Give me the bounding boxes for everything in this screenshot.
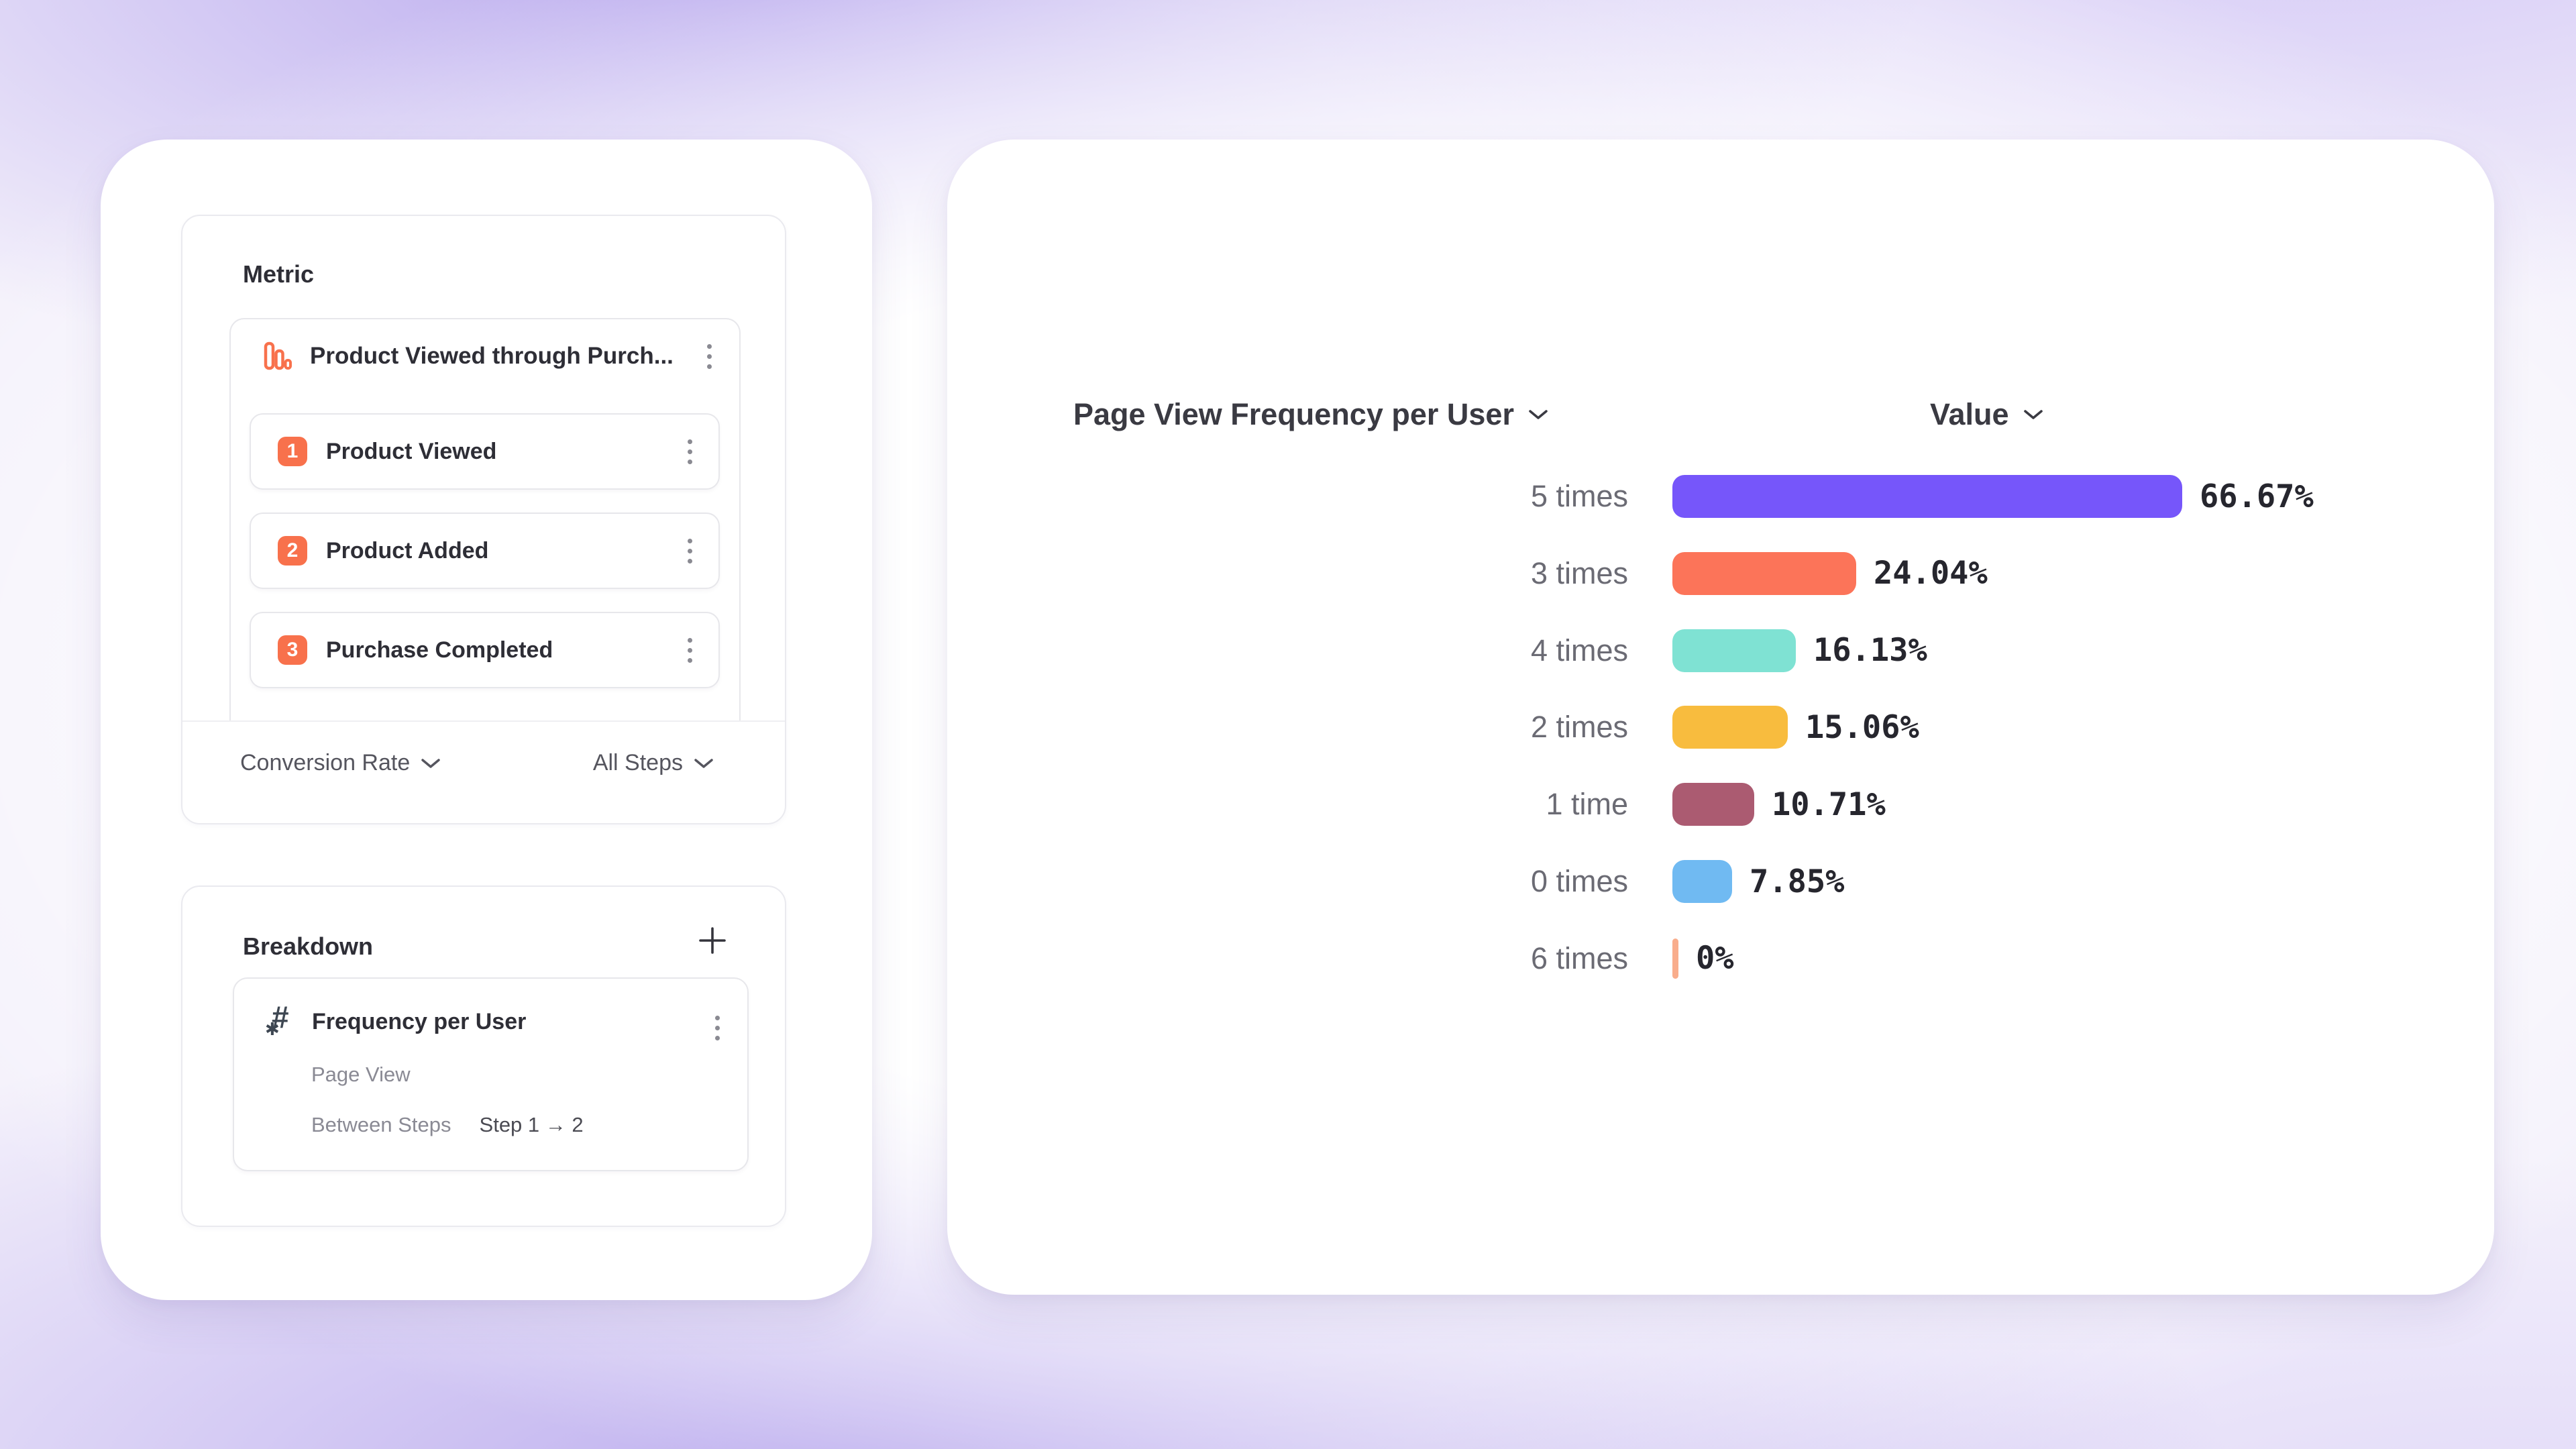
bar-value-label: 15.06% xyxy=(1805,708,1919,746)
bar[interactable] xyxy=(1672,860,1732,903)
step-label: Product Viewed xyxy=(326,438,497,464)
step-number-badge: 2 xyxy=(278,536,307,566)
bar-category-label: 3 times xyxy=(1530,555,1628,590)
bar-category-label: 4 times xyxy=(1530,633,1628,667)
kebab-menu-icon[interactable] xyxy=(688,638,693,663)
breakdown-item-title: Frequency per User xyxy=(312,1008,527,1034)
bar-value-label: 16.13% xyxy=(1813,632,1927,669)
bar[interactable] xyxy=(1672,706,1788,749)
bar[interactable] xyxy=(1672,783,1754,826)
breakdown-panel-title: Breakdown xyxy=(243,932,374,960)
bar-chart-row: 0 times 7.85% xyxy=(1006,860,1844,903)
funnel-step-row[interactable]: 1 Product Viewed xyxy=(250,413,720,490)
bar-category-label: 6 times xyxy=(1530,941,1628,975)
between-steps-value[interactable]: Step 1 → 2 xyxy=(479,1113,584,1136)
breakdown-item-header: # ✱ Frequency per User xyxy=(265,1000,527,1040)
chevron-down-icon xyxy=(421,758,440,768)
chevron-down-icon xyxy=(2023,410,2043,419)
bar-value-label: 0% xyxy=(1696,940,1734,977)
all-steps-label: All Steps xyxy=(592,750,683,775)
bar-value-label: 24.04% xyxy=(1874,555,1988,592)
bar-value-label: 66.67% xyxy=(2200,478,2314,515)
bar-chart-row: 1 time 10.71% xyxy=(1006,783,1886,826)
bar-value-label: 10.71% xyxy=(1772,786,1886,823)
bar-chart-row: 4 times 16.13% xyxy=(1006,629,1927,672)
chevron-down-icon xyxy=(1529,410,1548,419)
breakdown-between-steps-row: Between Steps Step 1 → 2 xyxy=(311,1113,584,1137)
kebab-menu-icon[interactable] xyxy=(688,439,693,464)
breakdown-event-label: Page View xyxy=(311,1063,411,1086)
chart-value-label: Value xyxy=(1930,397,2009,431)
step-number-badge: 3 xyxy=(278,635,307,665)
conversion-rate-label: Conversion Rate xyxy=(240,750,411,775)
kebab-menu-icon[interactable] xyxy=(707,344,712,369)
bar[interactable] xyxy=(1672,938,1678,979)
funnel-title: Product Viewed through Purch... xyxy=(310,343,674,369)
conversion-rate-select[interactable]: Conversion Rate xyxy=(240,750,441,776)
funnel-step-row[interactable]: 2 Product Added xyxy=(250,513,720,589)
chevron-down-icon xyxy=(694,758,713,768)
bar[interactable] xyxy=(1672,475,2182,518)
between-steps-label: Between Steps xyxy=(311,1113,451,1136)
divider xyxy=(182,720,785,722)
chart-series-select[interactable]: Page View Frequency per User xyxy=(1073,397,1549,432)
chart-card: Page View Frequency per User Value 5 tim… xyxy=(947,140,2494,1295)
bar[interactable] xyxy=(1672,629,1796,672)
bar-value-label: 7.85% xyxy=(1750,863,1845,900)
step-label: Product Added xyxy=(326,537,489,564)
plus-icon[interactable] xyxy=(698,926,727,955)
bar-chart-row: 3 times 24.04% xyxy=(1006,551,1988,595)
metric-panel-title: Metric xyxy=(243,260,315,288)
breakdown-panel: Breakdown # ✱ Frequency per User Page Vi… xyxy=(181,885,786,1227)
all-steps-select[interactable]: All Steps xyxy=(593,750,714,776)
bar-chart-row: 5 times 66.67% xyxy=(1006,475,2314,518)
property-hash-icon: # ✱ xyxy=(265,1000,289,1039)
bar-category-label: 1 time xyxy=(1546,787,1628,822)
step-number-badge: 1 xyxy=(278,437,307,466)
bar-category-label: 2 times xyxy=(1530,710,1628,745)
bar-chart-row: 6 times 0% xyxy=(1006,937,1734,980)
bar-category-label: 0 times xyxy=(1530,864,1628,898)
bar-chart-icon xyxy=(264,341,292,370)
metric-panel: Metric Product Viewed through Purch... 1… xyxy=(181,215,786,824)
chart-series-label: Page View Frequency per User xyxy=(1073,397,1514,431)
funnel-metric-card[interactable]: Product Viewed through Purch... 1 Product… xyxy=(229,318,741,722)
funnel-header[interactable]: Product Viewed through Purch... xyxy=(231,319,739,393)
chart-value-select[interactable]: Value xyxy=(1930,397,2044,432)
step-label: Purchase Completed xyxy=(326,637,553,663)
funnel-step-row[interactable]: 3 Purchase Completed xyxy=(250,612,720,688)
kebab-menu-icon[interactable] xyxy=(715,1016,720,1040)
breakdown-item-card[interactable]: # ✱ Frequency per User Page View Between… xyxy=(233,977,749,1171)
bar[interactable] xyxy=(1672,551,1856,595)
bar-chart-row: 2 times 15.06% xyxy=(1006,706,1919,749)
query-builder-card: Metric Product Viewed through Purch... 1… xyxy=(101,140,872,1300)
bar-category-label: 5 times xyxy=(1530,479,1628,513)
kebab-menu-icon[interactable] xyxy=(688,539,693,564)
